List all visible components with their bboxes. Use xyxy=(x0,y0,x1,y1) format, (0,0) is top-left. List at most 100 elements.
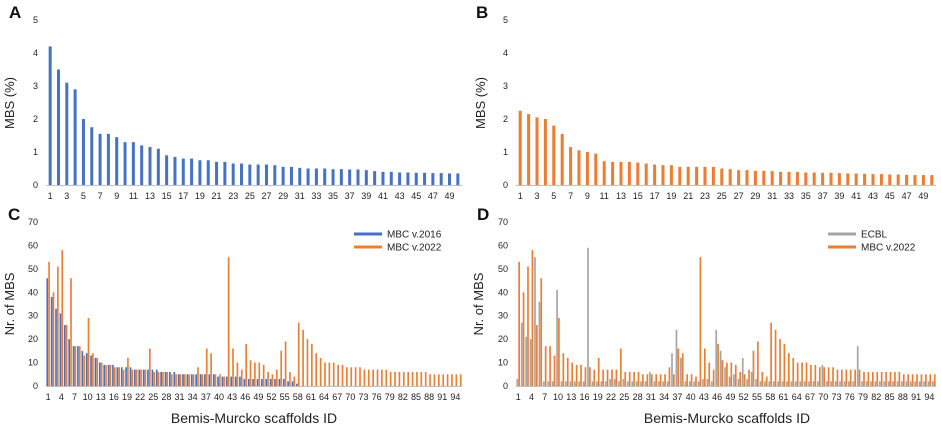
bar xyxy=(761,371,764,386)
bar xyxy=(269,378,272,386)
bar xyxy=(774,329,777,386)
bar xyxy=(105,364,107,386)
x-tick-label: 15 xyxy=(633,191,643,201)
bar xyxy=(728,376,731,386)
bar xyxy=(406,172,410,185)
bar xyxy=(933,374,936,386)
bar xyxy=(245,343,247,386)
y-tick-label: 4 xyxy=(33,48,38,58)
bar xyxy=(573,381,576,386)
bar xyxy=(626,381,629,386)
x-tick-label: 11 xyxy=(600,191,609,201)
bar xyxy=(901,381,903,386)
bar xyxy=(198,160,202,185)
bar xyxy=(848,381,850,386)
bar xyxy=(745,170,749,185)
bar xyxy=(306,168,310,185)
bar xyxy=(829,172,833,185)
bar xyxy=(535,325,538,386)
bar xyxy=(817,381,819,386)
bar xyxy=(234,376,237,386)
y-tick-label: 3 xyxy=(33,81,38,91)
bar xyxy=(772,381,775,386)
bar xyxy=(787,353,790,386)
x-tick-label: 34 xyxy=(659,392,669,402)
bar xyxy=(518,261,520,386)
bar xyxy=(597,357,600,386)
bar xyxy=(48,261,50,386)
x-tick-label: 40 xyxy=(214,392,224,402)
bar xyxy=(134,369,136,386)
bar xyxy=(765,376,768,386)
bar xyxy=(863,371,865,386)
bar xyxy=(72,346,75,386)
bar xyxy=(565,381,567,386)
x-tick-label: 25 xyxy=(619,392,629,402)
y-tick-label: 3 xyxy=(503,81,508,91)
bar xyxy=(921,175,925,185)
bar xyxy=(302,329,304,386)
bar xyxy=(113,367,116,386)
y-tick-label: 1 xyxy=(503,147,508,157)
bar xyxy=(657,381,660,386)
bar xyxy=(210,353,212,386)
bar xyxy=(106,133,110,185)
bar xyxy=(311,343,313,386)
bar xyxy=(529,339,532,386)
bar xyxy=(711,166,715,185)
bar xyxy=(619,348,622,386)
bar xyxy=(846,173,850,185)
bar xyxy=(669,165,673,185)
bar xyxy=(278,378,281,386)
y-tick-label: 70 xyxy=(498,217,508,227)
y-tick-label: 30 xyxy=(498,311,508,321)
x-tick-label: 7 xyxy=(98,191,103,201)
bar xyxy=(571,362,574,386)
bar xyxy=(284,341,287,386)
bar xyxy=(192,374,195,386)
x-tick-label: 31 xyxy=(767,191,777,201)
bar xyxy=(223,161,227,185)
bar xyxy=(429,374,431,386)
x-tick-label: 37 xyxy=(201,392,211,402)
bar xyxy=(56,69,60,185)
bar xyxy=(932,381,934,386)
bar xyxy=(805,362,808,386)
y-tick-label: 4 xyxy=(503,48,508,58)
x-tick-label: 17 xyxy=(650,191,660,201)
bar xyxy=(230,376,233,386)
bar xyxy=(845,369,848,386)
bar xyxy=(170,374,173,386)
bar xyxy=(381,369,383,386)
bar xyxy=(635,381,638,386)
bar xyxy=(50,296,53,386)
bar xyxy=(818,367,821,386)
bar xyxy=(719,350,722,386)
bar xyxy=(155,369,158,386)
bar xyxy=(637,371,640,386)
bar xyxy=(558,318,560,386)
bar xyxy=(341,364,344,386)
y-tick-label: 0 xyxy=(33,180,38,190)
bar xyxy=(147,369,149,386)
legend-label: MBC v.2016 xyxy=(387,230,442,241)
bar xyxy=(346,367,348,386)
bar xyxy=(181,158,185,185)
bar xyxy=(240,163,244,185)
bar xyxy=(83,355,85,386)
bar xyxy=(825,381,828,386)
bar xyxy=(324,362,326,386)
bar xyxy=(81,350,84,386)
bar xyxy=(61,250,64,386)
y-tick-label: 10 xyxy=(498,358,508,368)
y-tick-label: 60 xyxy=(498,240,508,250)
bar xyxy=(275,369,278,386)
bar xyxy=(364,170,368,185)
x-tick-label: 9 xyxy=(114,191,119,201)
bar xyxy=(925,374,927,386)
bar xyxy=(442,374,445,386)
bar xyxy=(157,371,160,386)
bar xyxy=(90,127,94,185)
bar xyxy=(666,381,669,386)
bar xyxy=(77,346,79,386)
